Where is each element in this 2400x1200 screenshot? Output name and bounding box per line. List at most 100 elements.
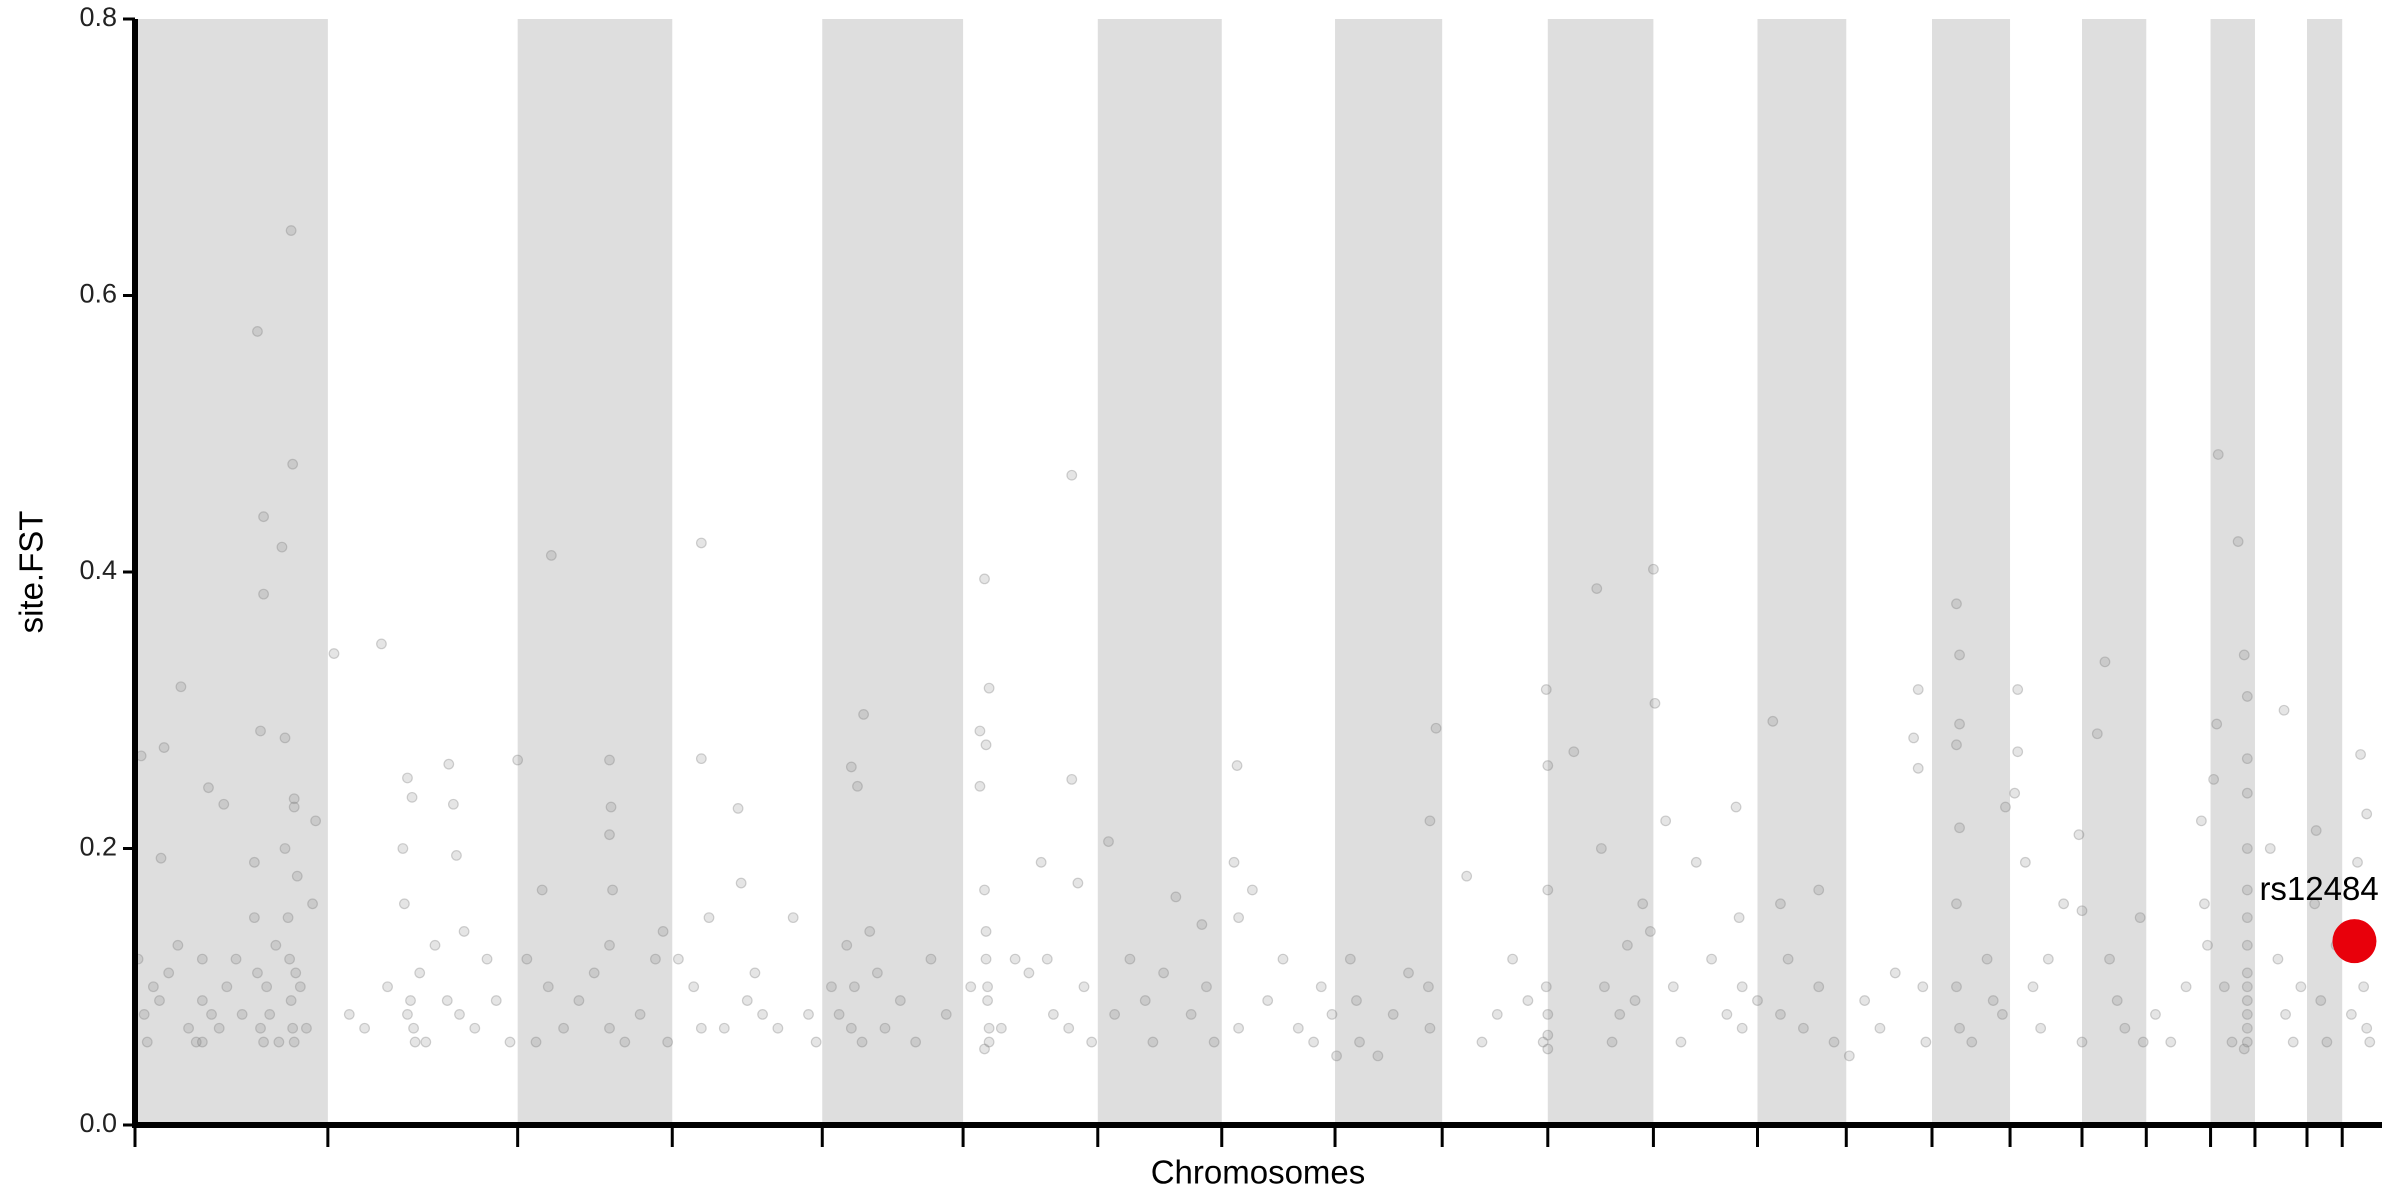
chromosome-band [1547, 19, 1654, 1125]
snp-point [328, 648, 340, 659]
snp-point [856, 1036, 868, 1048]
snp-point [458, 926, 470, 937]
snp-point [1614, 1009, 1626, 1020]
snp-point [163, 967, 175, 979]
snp-point [1813, 884, 1825, 896]
snp-point [282, 912, 294, 924]
chromosome-band [2081, 19, 2147, 1125]
snp-point [657, 926, 669, 937]
snp-point [1540, 981, 1552, 993]
snp-point [1086, 1036, 1098, 1048]
snp-point [287, 1022, 299, 1034]
snp-point [2241, 1036, 2253, 1048]
snp-point [2000, 801, 2011, 813]
snp-point [2137, 1036, 2149, 1048]
snp-point [1103, 836, 1114, 847]
snp-point [1889, 967, 1901, 979]
snp-point [1196, 919, 1208, 930]
snp-point [1537, 1036, 1549, 1048]
snp-point [672, 953, 684, 965]
snp-point [2019, 856, 2031, 868]
snp-point [2058, 898, 2070, 910]
snp-point [573, 995, 585, 1006]
snp-point [1424, 1022, 1436, 1034]
snp-point [1954, 718, 1965, 730]
snp-point [940, 1009, 952, 1020]
snp-point [1315, 981, 1327, 993]
snp-point [2012, 746, 2024, 758]
snp-point [1595, 843, 1607, 854]
snp-point [258, 588, 269, 600]
snp-point [2027, 981, 2039, 993]
snp-point [287, 458, 299, 470]
chromosome-band [1097, 19, 1222, 1125]
snp-point [441, 995, 453, 1006]
snp-point [1491, 1009, 1503, 1020]
snp-point [1072, 877, 1084, 889]
highlight-label: rs12484 [2259, 870, 2378, 907]
snp-point [2241, 1022, 2253, 1034]
snp-point [982, 995, 993, 1006]
snp-point [2321, 1036, 2333, 1048]
y-axis-title: site.FST [13, 511, 50, 634]
snp-point [688, 981, 700, 993]
snp-point [2241, 981, 2253, 993]
snp-point [1568, 746, 1580, 758]
snp-point [443, 758, 455, 770]
snp-point [2241, 753, 2253, 765]
snp-point [310, 815, 322, 827]
snp-point [695, 753, 707, 765]
snp-point [1542, 884, 1554, 896]
snp-point [288, 1036, 300, 1048]
snp-point [1951, 739, 1962, 751]
snp-point [2111, 995, 2123, 1006]
snp-point [749, 967, 761, 979]
snp-point [772, 1022, 784, 1034]
snp-point [1981, 953, 1993, 965]
snp-point [2287, 1036, 2299, 1048]
snp-point [1591, 583, 1603, 594]
snp-point [1954, 822, 1965, 834]
snp-point [504, 1036, 516, 1048]
snp-point [2218, 981, 2230, 993]
snp-point [258, 1036, 269, 1048]
snp-point [1461, 870, 1473, 882]
snp-point [1721, 1009, 1733, 1020]
snp-point [974, 780, 986, 792]
snp-point [1542, 760, 1554, 771]
snp-point [1843, 1050, 1855, 1062]
snp-point [2035, 1022, 2047, 1034]
snp-point [307, 898, 318, 910]
snp-point [910, 1036, 922, 1048]
snp-point [2073, 829, 2085, 841]
snp-point [979, 1043, 990, 1055]
snp-point [420, 1036, 432, 1048]
snp-point [2119, 1022, 2131, 1034]
snp-point [826, 981, 837, 993]
snp-point [1629, 995, 1641, 1006]
snp-point [402, 1009, 413, 1020]
snp-point [398, 898, 410, 910]
snp-point [155, 852, 167, 864]
snp-point [833, 1009, 845, 1020]
snp-point [138, 1009, 150, 1020]
snp-point [521, 953, 533, 965]
snp-point [218, 798, 230, 810]
snp-point [1023, 967, 1035, 979]
snp-point [695, 537, 707, 549]
snp-point [172, 939, 184, 951]
snp-point [2076, 1036, 2088, 1048]
snp-point [1912, 762, 1924, 774]
snp-point [871, 967, 883, 979]
snp-point [1139, 995, 1151, 1006]
snp-point [2241, 843, 2253, 854]
snp-point [1951, 898, 1962, 910]
snp-point [1667, 981, 1679, 993]
snp-point [294, 981, 306, 993]
snp-point [845, 1022, 857, 1034]
snp-point [1228, 856, 1240, 868]
snp-point [248, 856, 260, 868]
snp-point [982, 981, 993, 993]
snp-point [2345, 1009, 2357, 1020]
snp-point [2355, 749, 2366, 760]
